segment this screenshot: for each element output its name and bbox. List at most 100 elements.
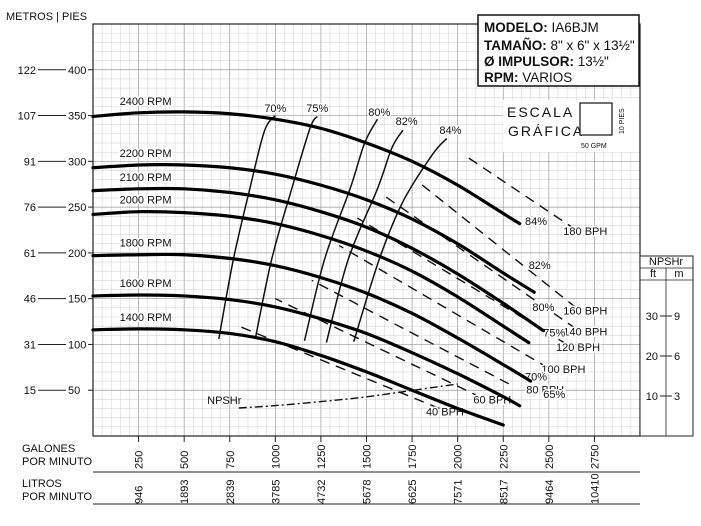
y-tick-label-ft: 100 [68, 339, 86, 351]
modelo-label: MODELO: [484, 20, 548, 35]
y-tick-label-m: 91 [24, 156, 36, 168]
x-tick-label-gpm: 2500 [544, 445, 556, 469]
efficiency-label: 70% [264, 103, 286, 115]
npsh-tick-ft: 20 [646, 351, 658, 363]
efficiency-label-right: 75% [543, 328, 565, 340]
tamano-label: TAMAÑO: [484, 38, 547, 53]
head-curve [91, 252, 533, 383]
x-tick-label-lpm: 2839 [225, 480, 237, 504]
efficiency-label-right: 65% [543, 389, 565, 401]
y-tick-label-ft: 400 [68, 65, 86, 77]
y-tick-label-ft: 350 [68, 111, 86, 123]
head-curve [91, 163, 536, 294]
scale-box: ESCALA GRÁFICA 10 PIES 50 GPM [503, 100, 639, 152]
impulsor-label: Ø IMPULSOR: [484, 54, 574, 69]
y-tick-label-ft: 300 [68, 156, 86, 168]
x-tick-label-gpm: 2750 [589, 445, 601, 469]
y-tick-label-ft: 200 [68, 248, 86, 260]
x-tick-label-lpm: 1893 [179, 480, 191, 504]
x-tick-label-gpm: 2000 [453, 445, 465, 469]
x-tick-label-lpm: 8517 [498, 480, 510, 504]
head-curve [91, 327, 505, 427]
npsh-tick-ft: 10 [646, 391, 658, 403]
x-tick-label-lpm: 7571 [453, 480, 465, 504]
efficiency-line [218, 115, 276, 340]
x-tick-label-lpm: 10410 [589, 473, 601, 504]
y-tick-label-ft: 250 [68, 202, 86, 214]
x-tick-label-gpm: 250 [134, 451, 146, 469]
rpm-label: 1400 RPM [120, 312, 172, 324]
scale-vertical-label: 10 PIES [619, 108, 626, 134]
x-tick-label-lpm: 9464 [544, 480, 556, 504]
head-curves: 2400 RPM 2200 RPM 2100 RPM 2000 RPM 1800 RPM… [91, 94, 545, 427]
x-tick-label-lpm: 5678 [362, 480, 374, 504]
model-info-frame [477, 14, 640, 87]
y-tick-label-m: 122 [18, 65, 36, 77]
bph-label: 180 BPH [563, 226, 607, 238]
modelo-line: MODELO: IA6BJM [484, 20, 599, 35]
bph-label: 80 BPH [526, 384, 564, 396]
head-curve [91, 186, 545, 333]
tamano-value: 8" x 6" x 13½" [551, 38, 635, 53]
efficiency-label-right: 84% [525, 216, 547, 228]
lpm-label-1: LITROS [22, 478, 62, 490]
npshr-curve-group: NPSHr [207, 383, 458, 409]
npsh-unit-ft: ft [650, 268, 656, 280]
y-tick-label-m: 15 [24, 385, 36, 397]
x-tick-label-gpm: 1250 [316, 445, 328, 469]
y-tick-label-m: 46 [24, 294, 36, 306]
efficiency-lines: 70% 75% 80% 82% 84% 84% 82% 80% 75% 70% 65% [218, 102, 567, 402]
x-tick-label-lpm: 6625 [407, 480, 419, 504]
rpm-label: 2000 RPM [120, 195, 172, 207]
impulsor-line: Ø IMPULSOR: 13½" [484, 54, 609, 69]
npsh-tick-m: 3 [674, 391, 680, 403]
lpm-label-2: POR MINUTO [22, 491, 93, 503]
gpm-label-2: POR MINUTO [22, 456, 93, 468]
npshr-curve [238, 383, 458, 409]
bph-label: 100 BPH [541, 364, 585, 376]
y-axis-ticks: 15 50 31 100 46 150 61 200 76 250 91 300 107 350 122 40… [18, 65, 93, 397]
head-curve [91, 293, 522, 408]
y-tick-label-ft: 50 [68, 385, 80, 397]
rpm-label: RPM: [484, 70, 519, 85]
head-curve [91, 209, 531, 345]
y-tick-label-m: 76 [24, 202, 36, 214]
gpm-label-1: GALONES [22, 443, 75, 455]
npsh-tick-m: 6 [674, 351, 680, 363]
bph-line [238, 325, 440, 410]
rpm-label: 2200 RPM [120, 148, 172, 160]
npsh-axis: NPSHr ft m 10 3 20 6 30 9 [639, 255, 694, 437]
x-tick-label-gpm: 1750 [407, 445, 419, 469]
x-tick-label-gpm: 1500 [362, 445, 374, 469]
model-info-box: MODELO: IA6BJM TAMAÑO: 8" x 6" x 13½" Ø … [477, 14, 640, 87]
bph-line [311, 279, 510, 385]
npsh-ticks: 10 3 20 6 30 9 [646, 311, 680, 403]
bph-label: 140 BPH [563, 327, 607, 339]
impulsor-value: 13½" [578, 54, 609, 69]
npsh-unit-m: m [674, 268, 683, 280]
rpm-label: 1800 RPM [120, 238, 172, 250]
bph-line [357, 217, 568, 346]
x-tick-label-gpm: 1000 [270, 445, 282, 469]
rpm-line: RPM: VARIOS [484, 70, 572, 85]
tamano-line: TAMAÑO: 8" x 6" x 13½" [484, 38, 635, 53]
bph-label: 120 BPH [556, 342, 600, 354]
npsh-tick-ft: 30 [646, 311, 658, 323]
x-axis-ticks: 250 946 500 1893 750 2839 1000 3785 1250 4732 1500… [134, 436, 601, 504]
y-axis-header: METROS | PIES [6, 11, 87, 23]
npshr-label: NPSHr [207, 395, 242, 407]
rpm-label: 2400 RPM [120, 96, 172, 108]
efficiency-label-right: 70% [525, 371, 547, 383]
npsh-axis-box [639, 255, 694, 437]
bph-line [338, 244, 550, 369]
x-axis-area: GALONES POR MINUTO LITROS POR MINUTO 250… [22, 435, 640, 505]
bph-line [466, 156, 577, 231]
bph-line [275, 298, 482, 399]
x-tick-label-gpm: 500 [179, 451, 191, 469]
scale-title-2: GRÁFICA [508, 123, 584, 139]
y-tick-label-m: 61 [24, 248, 36, 260]
x-tick-label-gpm: 2250 [498, 445, 510, 469]
efficiency-label-right: 82% [529, 260, 551, 272]
scale-backdrop [503, 100, 639, 152]
